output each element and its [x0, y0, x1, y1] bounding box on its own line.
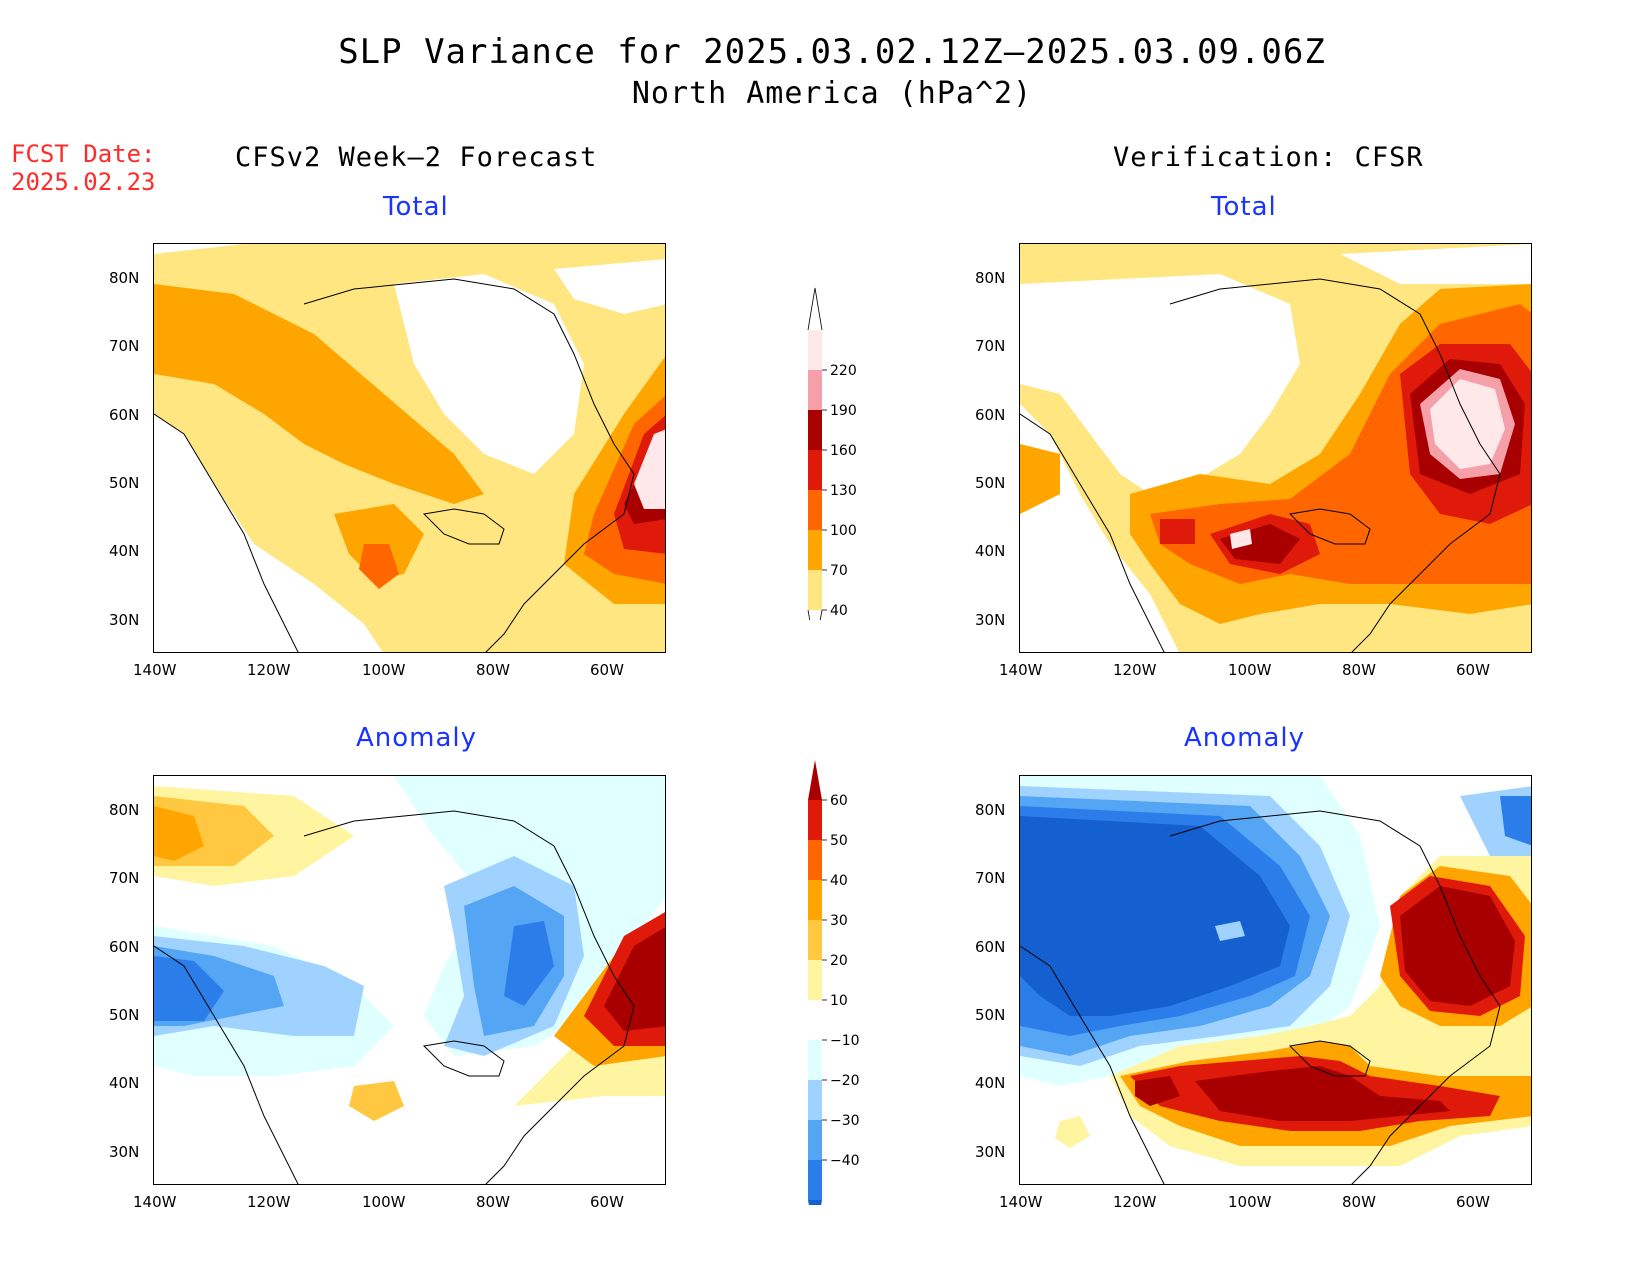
colorbar-segment — [808, 450, 822, 490]
lon-tick-label: 140W — [133, 661, 177, 679]
colorbar-total-label: 160 — [830, 443, 857, 459]
colorbar-total-label: 130 — [830, 483, 857, 499]
lat-tick-label: 80N — [109, 801, 140, 819]
colorbar-segment — [808, 330, 822, 370]
lon-tick-label: 120W — [1113, 661, 1157, 679]
colorbar-total-label: 190 — [830, 403, 857, 419]
colorbar-segment — [808, 530, 822, 570]
colorbar-segment — [808, 490, 822, 530]
lat-tick-label: 60N — [975, 406, 1006, 424]
lon-tick-label: 140W — [999, 1193, 1043, 1211]
lon-tick-label: 100W — [1228, 1193, 1272, 1211]
colorbar-top-arrow — [808, 760, 822, 800]
lat-tick-label: 60N — [109, 938, 140, 956]
lat-tick-label: 70N — [109, 869, 140, 887]
lon-tick-label: 60W — [590, 661, 624, 679]
lon-tick-label: 120W — [247, 661, 291, 679]
colorbar-segment — [808, 1040, 822, 1080]
verification-total-map — [1019, 243, 1532, 653]
colorbar-segment — [808, 1120, 822, 1160]
lat-tick-label: 40N — [975, 542, 1006, 560]
colorbar-segment — [808, 570, 822, 610]
lat-tick-label: 70N — [109, 337, 140, 355]
chart-subtitle: North America (hPa^2) — [631, 76, 1033, 111]
lat-tick-label: 70N — [975, 869, 1006, 887]
lon-tick-label: 80W — [1342, 1193, 1376, 1211]
lat-tick-label: 70N — [975, 337, 1006, 355]
colorbar-anomaly-label: 40 — [830, 873, 848, 889]
lon-tick-label: 80W — [476, 661, 510, 679]
lat-tick-label: 30N — [975, 1143, 1006, 1161]
colorbar-anomaly-label: 30 — [830, 913, 848, 929]
colorbar-anomaly-label: 10 — [830, 993, 848, 1009]
lat-tick-label: 40N — [975, 1074, 1006, 1092]
chart-title: SLP Variance for 2025.03.02.12Z–2025.03.… — [338, 32, 1326, 72]
verification-column-header: Verification: CFSR — [1113, 142, 1424, 173]
lon-tick-label: 60W — [1456, 661, 1490, 679]
colorbar-total-label: 70 — [830, 563, 848, 579]
lat-tick-label: 30N — [109, 1143, 140, 1161]
colorbar-bottom-arrow — [808, 1200, 822, 1205]
colorbar-total-label: 220 — [830, 363, 857, 379]
lat-tick-label: 30N — [109, 611, 140, 629]
colorbar-segment — [808, 410, 822, 450]
lon-tick-label: 60W — [1456, 1193, 1490, 1211]
panel-title-verification-total: Total — [1211, 192, 1277, 222]
colorbar-total: 40 70 100 130 160 190 220 — [807, 287, 857, 620]
colorbar-anomaly: 60 50 40 30 20 10 −10 −20 −30 −40 — [808, 760, 860, 1205]
forecast-anomaly-map — [153, 775, 666, 1185]
lat-tick-label: 50N — [975, 474, 1006, 492]
verification-anomaly-map — [1019, 775, 1532, 1185]
colorbar-total-label: 40 — [830, 603, 848, 619]
lat-tick-label: 80N — [975, 269, 1006, 287]
lon-tick-label: 80W — [1342, 661, 1376, 679]
lon-tick-label: 80W — [476, 1193, 510, 1211]
panel-title-forecast-anomaly: Anomaly — [356, 723, 478, 753]
panel-title-forecast-total: Total — [383, 192, 449, 222]
lon-tick-label: 100W — [362, 661, 406, 679]
colorbar-segment — [808, 800, 822, 840]
lon-tick-label: 100W — [362, 1193, 406, 1211]
lat-tick-label: 60N — [975, 938, 1006, 956]
forecast-date-value: 2025.02.23 — [11, 168, 156, 196]
lat-tick-label: 30N — [975, 611, 1006, 629]
lat-tick-label: 50N — [975, 1006, 1006, 1024]
colorbar-segment — [808, 370, 822, 410]
colorbar-bottom-wedge — [807, 609, 823, 620]
colorbar-anomaly-label: 60 — [830, 793, 848, 809]
lon-tick-label: 140W — [133, 1193, 177, 1211]
lat-tick-label: 40N — [109, 1074, 140, 1092]
panel-title-verification-anomaly: Anomaly — [1184, 723, 1306, 753]
lat-tick-label: 80N — [975, 801, 1006, 819]
lon-tick-label: 120W — [1113, 1193, 1157, 1211]
colorbar-anomaly-label: −10 — [830, 1033, 860, 1049]
lon-tick-label: 100W — [1228, 661, 1272, 679]
colorbar-segment — [808, 840, 822, 880]
lat-tick-label: 60N — [109, 406, 140, 424]
colorbar-segment — [808, 960, 822, 1000]
colorbar-segment — [808, 1160, 822, 1200]
forecast-date-label: FCST Date: — [11, 140, 156, 168]
lat-tick-label: 50N — [109, 1006, 140, 1024]
colorbar-anomaly-label: 20 — [830, 953, 848, 969]
forecast-column-header: CFSv2 Week–2 Forecast — [235, 142, 598, 173]
lon-tick-label: 120W — [247, 1193, 291, 1211]
colorbar-anomaly-label: −20 — [830, 1073, 860, 1089]
lon-tick-label: 60W — [590, 1193, 624, 1211]
colorbar-segment — [808, 1080, 822, 1120]
lat-tick-label: 80N — [109, 269, 140, 287]
colorbar-top-wedge — [807, 287, 823, 331]
colorbar-segment — [808, 1000, 822, 1040]
colorbar-anomaly-label: −30 — [830, 1113, 860, 1129]
colorbar-segment — [808, 880, 822, 920]
forecast-total-map — [153, 243, 666, 653]
lon-tick-label: 140W — [999, 661, 1043, 679]
colorbar-anomaly-label: −40 — [830, 1153, 860, 1169]
colorbar-anomaly-label: 50 — [830, 833, 848, 849]
colorbar-total-label: 100 — [830, 523, 857, 539]
colorbar-segment — [808, 920, 822, 960]
lat-tick-label: 40N — [109, 542, 140, 560]
lat-tick-label: 50N — [109, 474, 140, 492]
